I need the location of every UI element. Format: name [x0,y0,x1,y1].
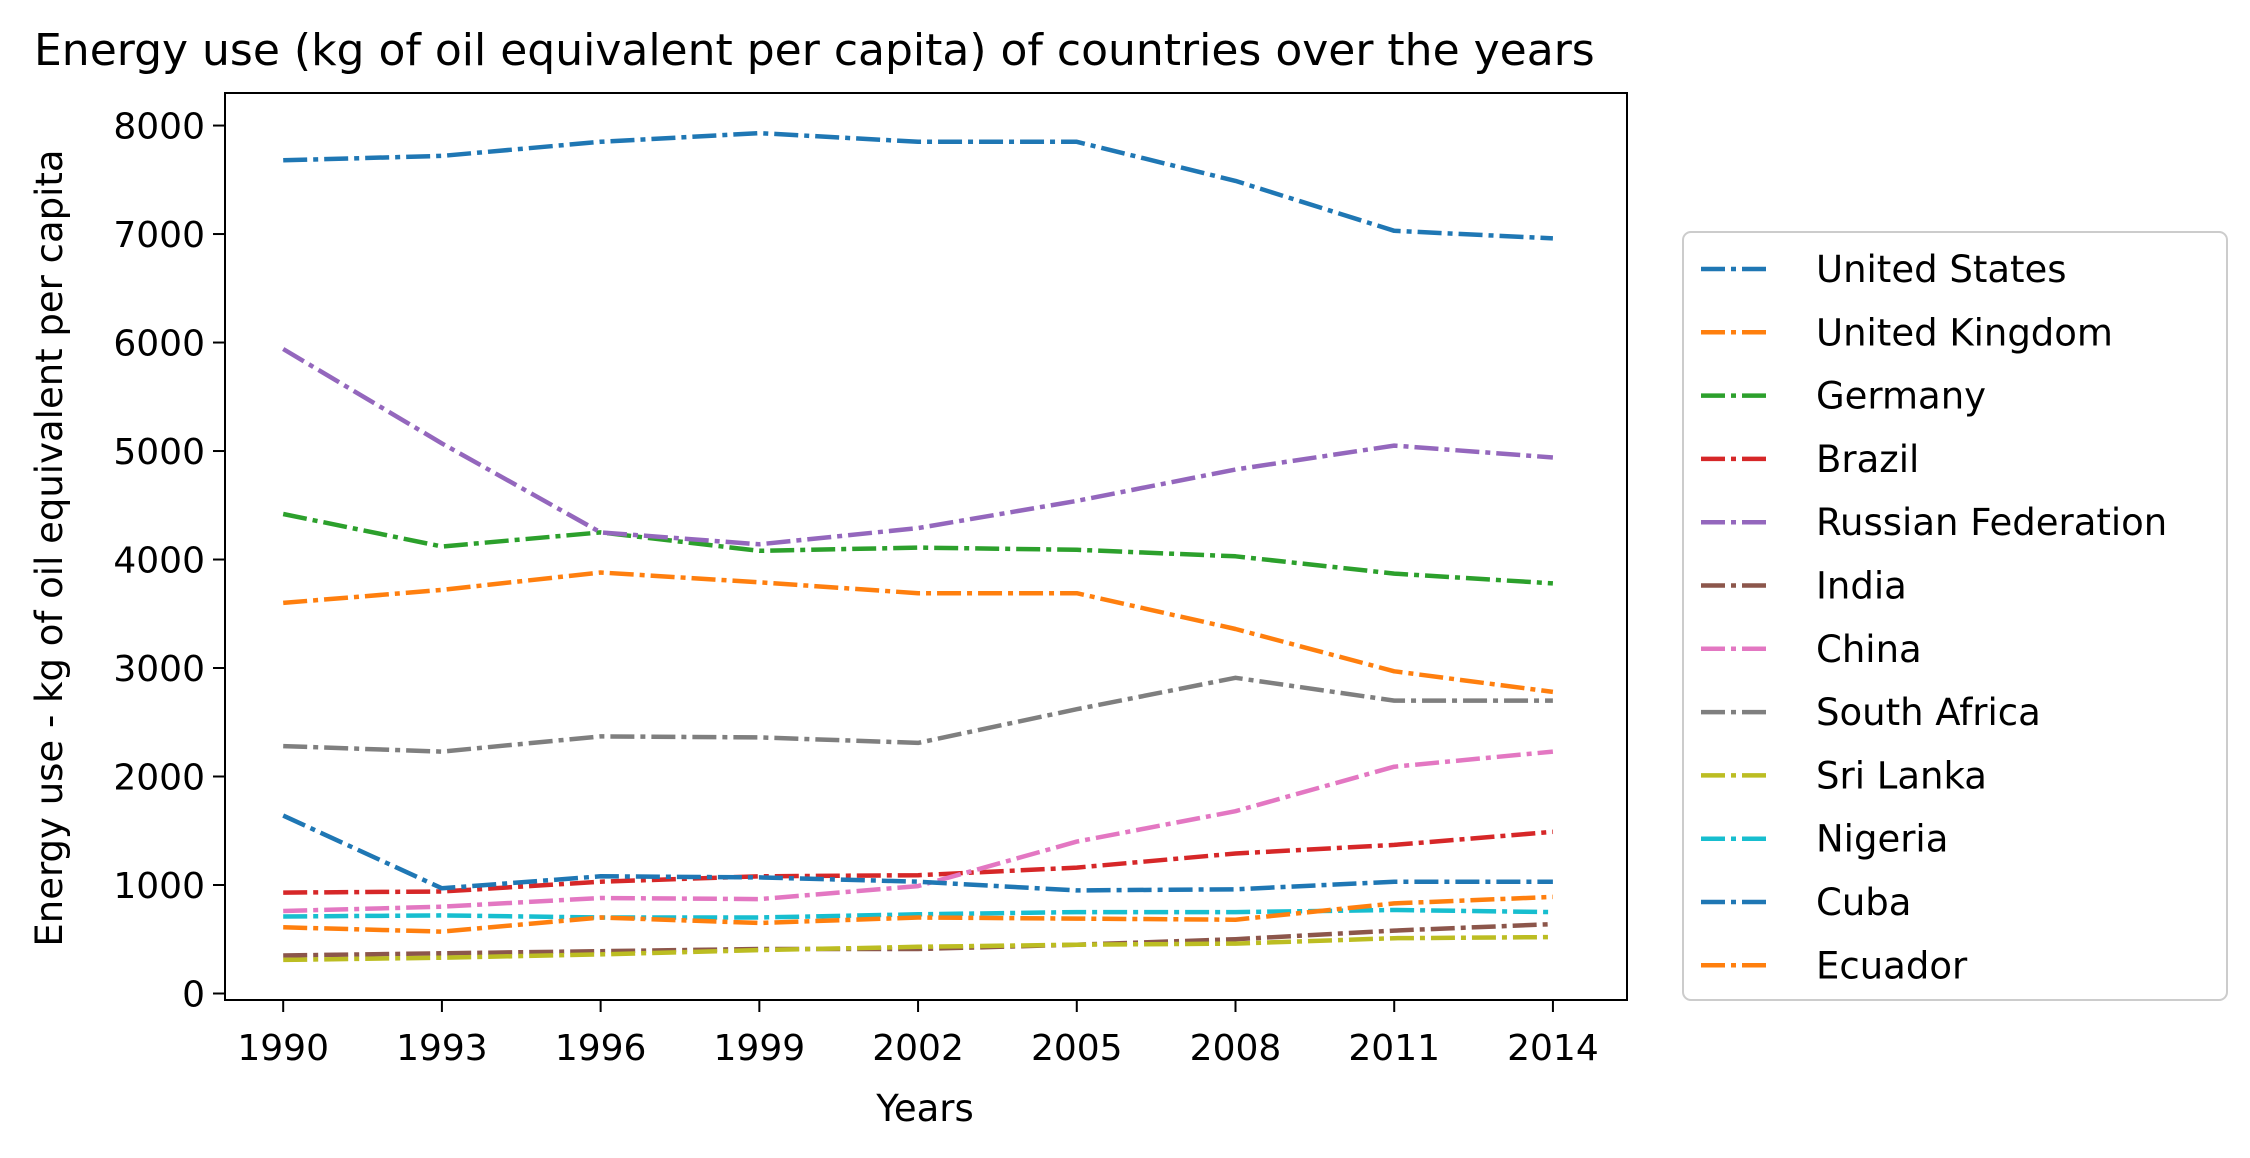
x-tick-label: 1993 [396,1028,488,1069]
legend-label-11: Ecuador [1816,944,1968,987]
y-tick-label: 1000 [113,866,205,907]
y-tick-label: 8000 [113,107,205,148]
legend-label-4: Russian Federation [1816,501,2167,544]
plot-area [224,92,1628,1001]
series-line-4 [282,347,1554,547]
series-line-10 [282,813,1553,893]
x-tick-label: 2008 [1190,1028,1282,1069]
series-line-1 [283,570,1554,695]
legend-label-7: South Africa [1816,691,2041,734]
series-line-0 [283,130,1554,241]
x-tick-label: 2014 [1507,1028,1599,1069]
y-tick-label: 5000 [113,432,205,473]
series-line-7 [283,675,1553,754]
legend-box [1682,231,2228,1001]
y-tick-label: 0 [182,974,205,1015]
legend-label-10: Cuba [1816,881,1911,924]
plot-frame [224,92,1628,1001]
chart-title: Energy use (kg of oil equivalent per cap… [34,25,1595,76]
y-axis: 0 1000 2000 3000 4000 5000 6000 7000 8000 [113,107,225,1015]
x-tick-label: 2005 [1031,1028,1123,1069]
x-tick-label: 2011 [1348,1028,1440,1069]
legend-label-8: Sri Lanka [1816,754,1987,797]
legend-label-2: Germany [1816,375,1986,418]
y-axis-label: Energy use - kg of oil equivalent per ca… [28,149,71,946]
x-tick-label: 1990 [237,1028,329,1069]
legend-label-0: United States [1816,248,2067,291]
y-tick-label: 3000 [113,649,205,690]
y-tick-label: 7000 [113,215,205,256]
x-tick-label: 1999 [714,1028,806,1069]
legend-label-1: United Kingdom [1816,311,2113,354]
series-line-3 [283,829,1554,895]
legend: United States United Kingdom Germany Brazil… [1682,231,2228,1001]
series-line-2 [282,511,1554,586]
x-tick-label: 2002 [872,1028,964,1069]
y-tick-label: 4000 [113,541,205,582]
series-line-6 [283,749,1554,914]
legend-label-6: China [1816,628,1922,671]
y-tick-label: 6000 [113,324,205,365]
x-tick-label: 1996 [555,1028,647,1069]
legend-label-5: India [1816,565,1907,608]
y-tick-label: 2000 [113,758,205,799]
x-axis-label: Years [875,1087,974,1130]
series-line-11 [283,894,1553,934]
series-line-8 [283,934,1553,963]
x-axis: 1990 1993 1996 1999 2002 2005 2008 2011 2014 [237,1000,1599,1069]
legend-label-3: Brazil [1816,438,1919,481]
legend-label-9: Nigeria [1816,818,1948,861]
